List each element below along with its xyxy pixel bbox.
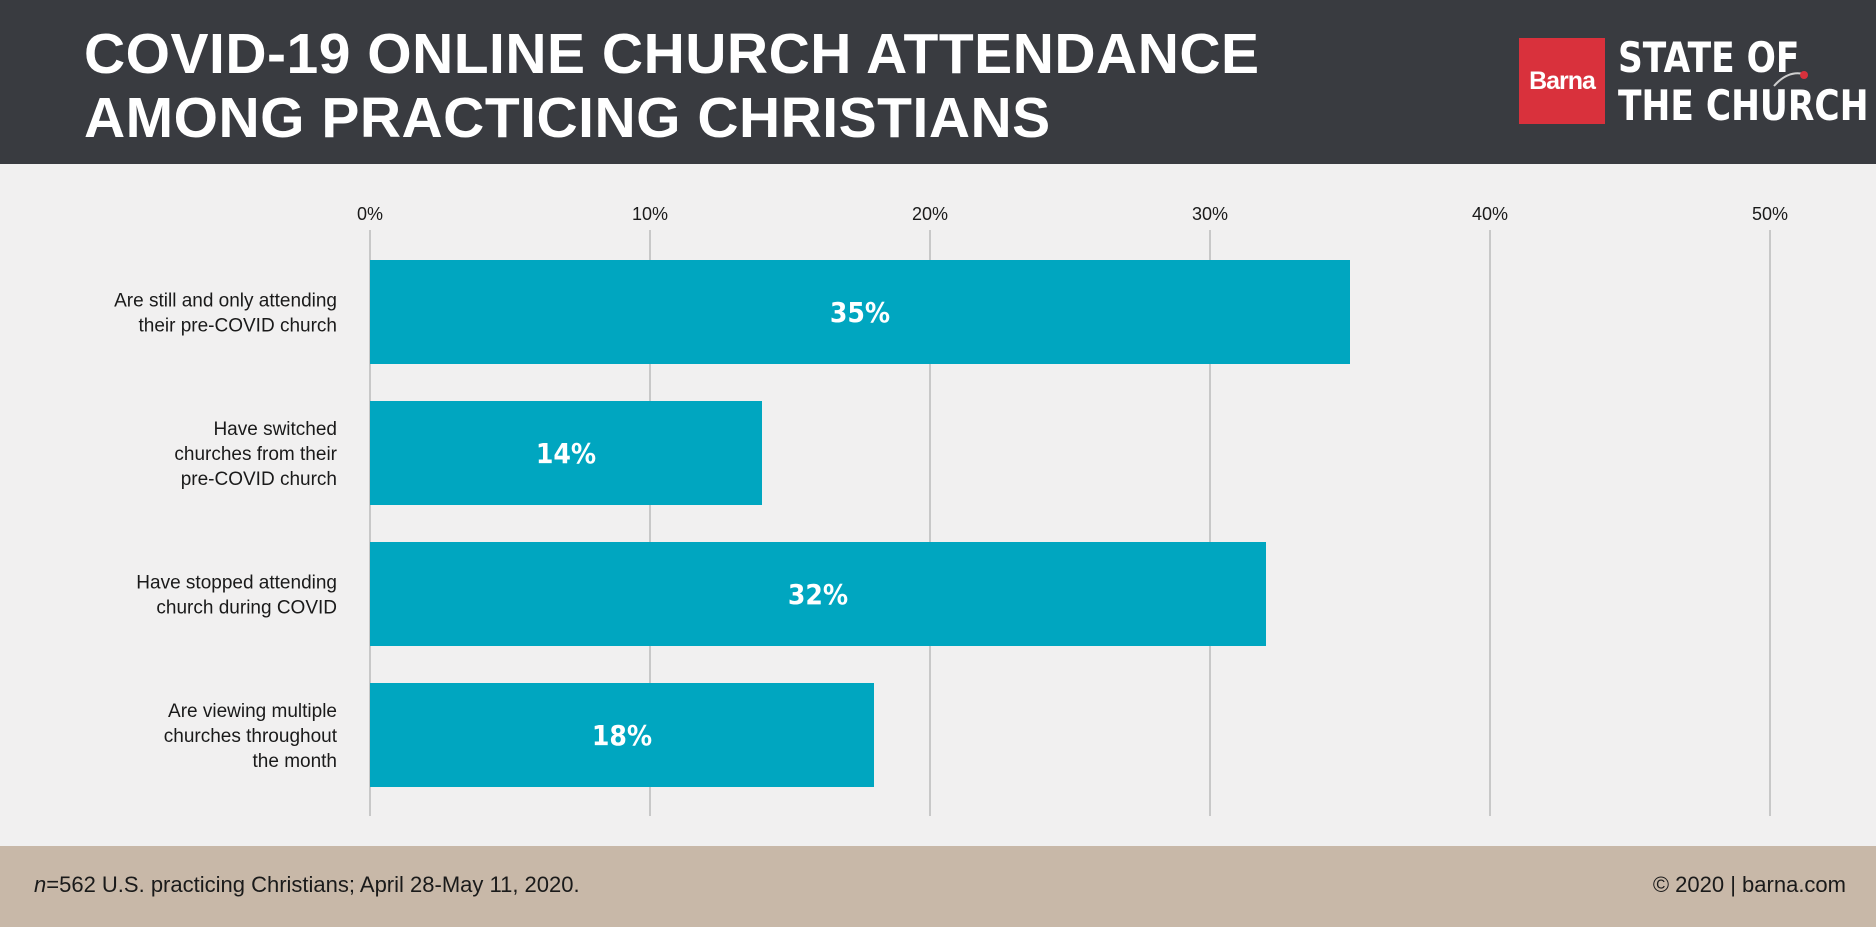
bar-chart: 0% 10% 20% 30% 40% 50% 35% Are still and only a…	[114, 204, 1788, 816]
category-label: Have switched	[213, 419, 337, 440]
bar	[370, 260, 1350, 364]
bar	[370, 401, 762, 505]
bar-value-label: 18%	[592, 719, 652, 752]
bar	[370, 683, 874, 787]
bar-value-label: 35%	[830, 296, 890, 329]
state-of-the-church-logo: STATE OF THE CHURCH	[1618, 34, 1869, 130]
x-tick-label: 0%	[357, 204, 383, 224]
x-tick-label: 20%	[912, 204, 948, 224]
category-label: the month	[253, 751, 338, 772]
footer: n=562 U.S. practicing Christians; April …	[0, 846, 1876, 927]
logo-arc-icon	[1773, 71, 1808, 87]
x-tick-label: 50%	[1752, 204, 1788, 224]
title-line-1: COVID-19 ONLINE CHURCH ATTENDANCE	[84, 22, 1260, 86]
copyright: © 2020 | barna.com	[1652, 872, 1846, 897]
sample-n: n	[34, 872, 47, 897]
bar-value-label: 32%	[788, 578, 848, 611]
logo-line-2: THE CHURCH	[1618, 81, 1869, 130]
category-label: church during COVID	[156, 598, 337, 619]
header: COVID-19 ONLINE CHURCH ATTENDANCE AMONG …	[0, 0, 1876, 164]
x-tick-label: 40%	[1472, 204, 1508, 224]
category-label: Have stopped attending	[136, 573, 337, 594]
category-label: their pre-COVID church	[138, 316, 337, 337]
chart-title: COVID-19 ONLINE CHURCH ATTENDANCE AMONG …	[84, 22, 1464, 150]
x-tick-label: 10%	[632, 204, 668, 224]
category-label: churches throughout	[164, 726, 338, 747]
barna-logo: Barna	[1519, 38, 1605, 124]
bar-value-label: 14%	[536, 437, 596, 470]
sample-note: =562 U.S. practicing Christians; April 2…	[46, 872, 580, 897]
category-label: churches from their	[174, 444, 337, 465]
category-label: Are viewing multiple	[168, 701, 337, 722]
x-tick-label: 30%	[1192, 204, 1228, 224]
barna-logo-text: Barna	[1529, 66, 1596, 95]
category-label: Are still and only attending	[114, 291, 337, 312]
bar	[370, 542, 1266, 646]
category-label: pre-COVID church	[181, 469, 337, 490]
title-line-2: AMONG PRACTICING CHRISTIANS	[84, 86, 1051, 150]
sample-footnote: n=562 U.S. practicing Christians; April …	[34, 872, 580, 898]
logo-line-1: STATE OF	[1618, 33, 1800, 82]
